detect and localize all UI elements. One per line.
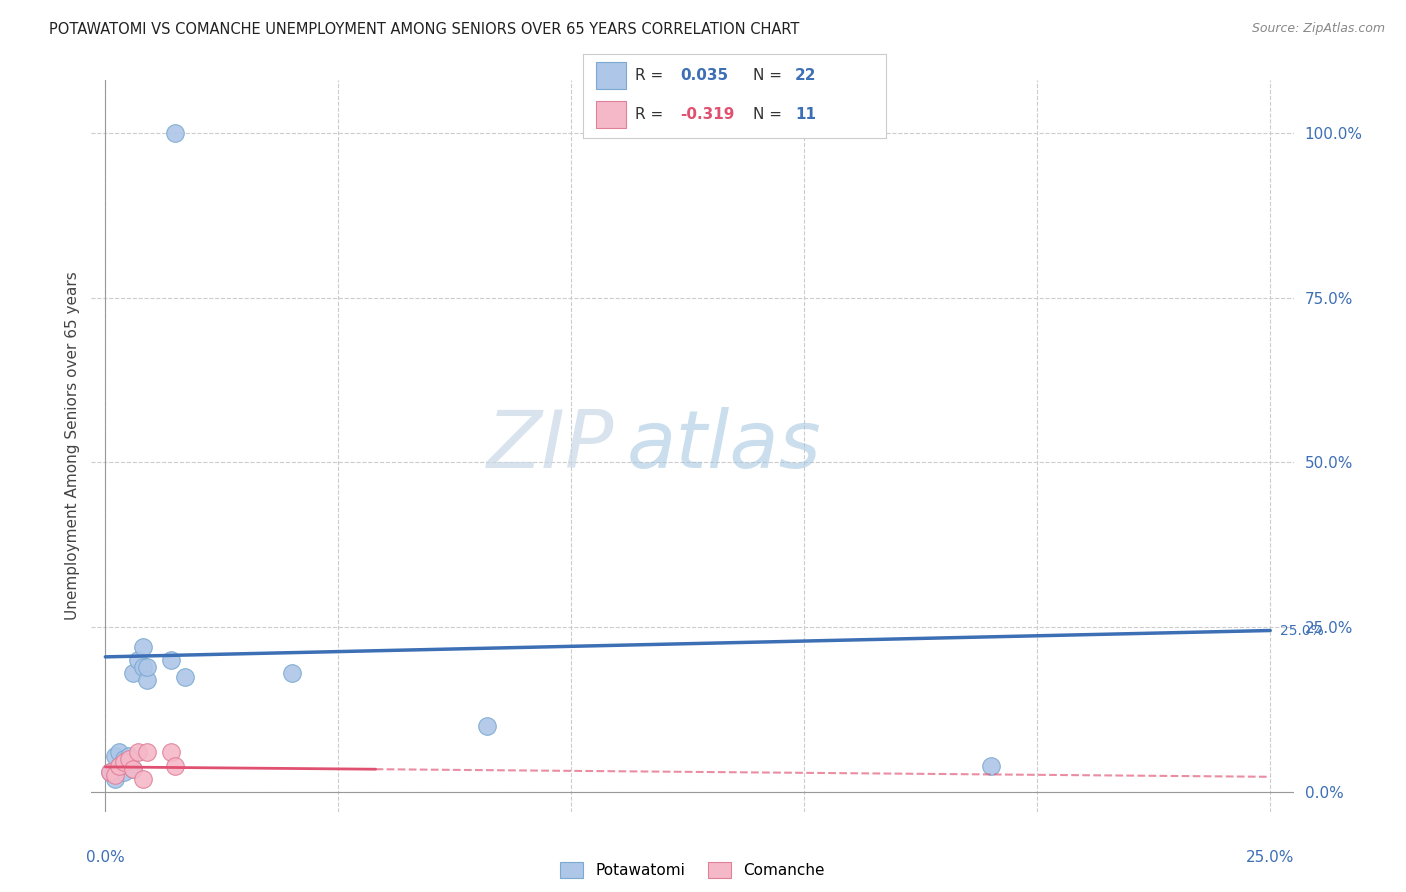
- Point: [127, 746, 149, 760]
- Point: [159, 653, 181, 667]
- Point: [173, 670, 195, 684]
- Text: ZIP: ZIP: [486, 407, 614, 485]
- Point: [136, 746, 159, 760]
- Point: [131, 640, 153, 654]
- Point: [131, 659, 153, 673]
- Point: [112, 756, 135, 770]
- Point: [159, 746, 181, 760]
- Point: [131, 772, 153, 786]
- Text: 25.0%: 25.0%: [1279, 624, 1323, 638]
- Text: R =: R =: [636, 107, 668, 121]
- Point: [980, 758, 1002, 772]
- Point: [108, 758, 131, 772]
- Point: [281, 666, 304, 681]
- Point: [104, 748, 127, 763]
- Point: [122, 762, 145, 776]
- Text: 22: 22: [796, 68, 817, 83]
- Text: 11: 11: [796, 107, 815, 121]
- Point: [136, 673, 159, 687]
- Point: [118, 752, 141, 766]
- Point: [122, 762, 145, 776]
- Point: [165, 758, 187, 772]
- Point: [112, 752, 135, 766]
- Point: [104, 768, 127, 782]
- Text: R =: R =: [636, 68, 668, 83]
- Y-axis label: Unemployment Among Seniors over 65 years: Unemployment Among Seniors over 65 years: [65, 272, 80, 620]
- Point: [98, 765, 121, 780]
- Point: [122, 666, 145, 681]
- Text: 0.0%: 0.0%: [86, 850, 125, 864]
- Text: 0.035: 0.035: [681, 68, 728, 83]
- Point: [108, 746, 131, 760]
- Point: [104, 772, 127, 786]
- Text: Source: ZipAtlas.com: Source: ZipAtlas.com: [1251, 22, 1385, 36]
- FancyBboxPatch shape: [596, 101, 626, 128]
- Point: [118, 748, 141, 763]
- Point: [108, 758, 131, 772]
- Text: N =: N =: [752, 107, 786, 121]
- Point: [477, 719, 499, 733]
- Point: [112, 765, 135, 780]
- Point: [165, 126, 187, 140]
- Point: [136, 659, 159, 673]
- Text: 25.0%: 25.0%: [1246, 850, 1295, 864]
- Text: N =: N =: [752, 68, 786, 83]
- FancyBboxPatch shape: [596, 62, 626, 89]
- Text: -0.319: -0.319: [681, 107, 734, 121]
- Legend: Potawatomi, Comanche: Potawatomi, Comanche: [554, 856, 831, 885]
- Point: [98, 765, 121, 780]
- Point: [127, 653, 149, 667]
- Point: [118, 756, 141, 770]
- Text: atlas: atlas: [626, 407, 821, 485]
- Text: POTAWATOMI VS COMANCHE UNEMPLOYMENT AMONG SENIORS OVER 65 YEARS CORRELATION CHAR: POTAWATOMI VS COMANCHE UNEMPLOYMENT AMON…: [49, 22, 800, 37]
